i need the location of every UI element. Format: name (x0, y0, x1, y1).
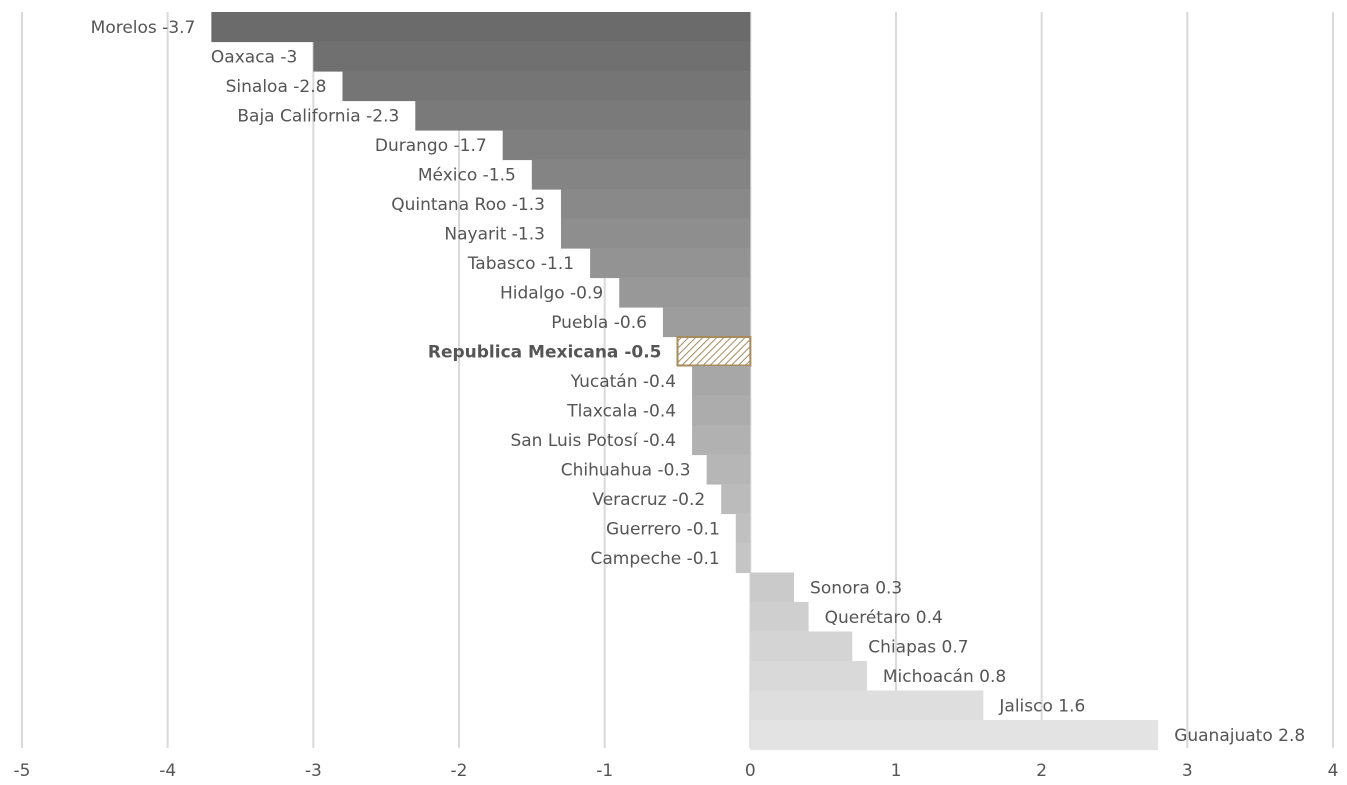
bar-veracruz (721, 484, 751, 515)
bar-label-durango: Durango -1.7 (375, 136, 487, 156)
bar-label-chihuahua: Chihuahua -0.3 (561, 460, 691, 480)
bar-label-guerrero: Guerrero -0.1 (606, 519, 720, 539)
bar-quintana-roo (560, 189, 751, 220)
bar-label-tlaxcala: Tlaxcala -0.4 (566, 401, 676, 421)
bar-jalisco (750, 690, 984, 721)
bar-yucatan (692, 366, 751, 397)
bar-label-chiapas: Chiapas 0.7 (868, 637, 968, 657)
bar-tabasco (590, 248, 751, 279)
x-tick-label-1: -4 (159, 761, 176, 781)
bar-label-michoacan: Michoacán 0.8 (883, 667, 1006, 687)
bar-label-mexico: México -1.5 (418, 165, 516, 185)
bar-durango (502, 130, 751, 161)
bar-label-tabasco: Tabasco -1.1 (467, 254, 574, 274)
bar-label-san-luis-potosi: San Luis Potosí -0.4 (510, 431, 676, 451)
x-tick-label-6: 1 (891, 761, 902, 781)
bar-campeche (735, 543, 751, 574)
bar-mexico (531, 159, 751, 190)
bar-puebla (662, 307, 751, 338)
bar-label-sonora: Sonora 0.3 (810, 578, 902, 598)
x-tick-label-7: 2 (1036, 761, 1047, 781)
bar-sonora (750, 572, 795, 603)
bar-label-yucatan: Yucatán -0.4 (570, 372, 676, 392)
x-tick-label-9: 4 (1328, 761, 1339, 781)
bar-label-sinaloa: Sinaloa -2.8 (226, 77, 327, 97)
bar-queretaro (750, 602, 809, 633)
bar-label-baja-california: Baja California -2.3 (237, 106, 399, 126)
x-tick-label-0: -5 (14, 761, 31, 781)
bar-chihuahua (706, 454, 751, 485)
x-tick-label-5: 0 (745, 761, 756, 781)
x-tick-label-8: 3 (1182, 761, 1193, 781)
bar-label-oaxaca: Oaxaca -3 (211, 47, 297, 67)
bar-morelos (211, 12, 751, 43)
x-tick-label-2: -3 (305, 761, 322, 781)
x-tick-label-4: -1 (596, 761, 613, 781)
x-axis-ticks: -5 -4 -3 -2 -1 0 1 2 3 4 (14, 761, 1339, 781)
bar-label-republica-mexicana: Republica Mexicana -0.5 (428, 342, 662, 362)
bar-nayarit (560, 218, 751, 249)
bar-tlaxcala (692, 395, 751, 426)
bar-hidalgo (619, 277, 751, 308)
bar-label-veracruz: Veracruz -0.2 (592, 490, 705, 510)
bar-guerrero (735, 513, 751, 544)
bar-baja-california (415, 100, 751, 131)
bar-label-hidalgo: Hidalgo -0.9 (500, 283, 603, 303)
bar-michoacan (750, 661, 867, 692)
x-tick-label-3: -2 (451, 761, 468, 781)
bar-republica-mexicana (676, 336, 752, 367)
bar-chiapas (750, 631, 853, 662)
bar-labels: Morelos -3.7 Oaxaca -3 Sinaloa -2.8 Baja Ca… (91, 18, 1306, 746)
bars (211, 12, 1159, 751)
bar-label-nayarit: Nayarit -1.3 (444, 224, 545, 244)
bar-label-campeche: Campeche -0.1 (591, 549, 720, 569)
bar-sinaloa (342, 71, 751, 102)
bar-label-morelos: Morelos -3.7 (91, 18, 196, 38)
bar-label-queretaro: Querétaro 0.4 (825, 608, 943, 628)
bar-label-guanajuato: Guanajuato 2.8 (1174, 726, 1305, 746)
bar-label-puebla: Puebla -0.6 (551, 313, 647, 333)
bar-guanajuato (750, 720, 1159, 751)
bar-label-quintana-roo: Quintana Roo -1.3 (391, 195, 545, 215)
bar-label-jalisco: Jalisco 1.6 (998, 696, 1085, 716)
bar-oaxaca (313, 41, 751, 72)
bar-san-luis-potosi (692, 425, 751, 456)
